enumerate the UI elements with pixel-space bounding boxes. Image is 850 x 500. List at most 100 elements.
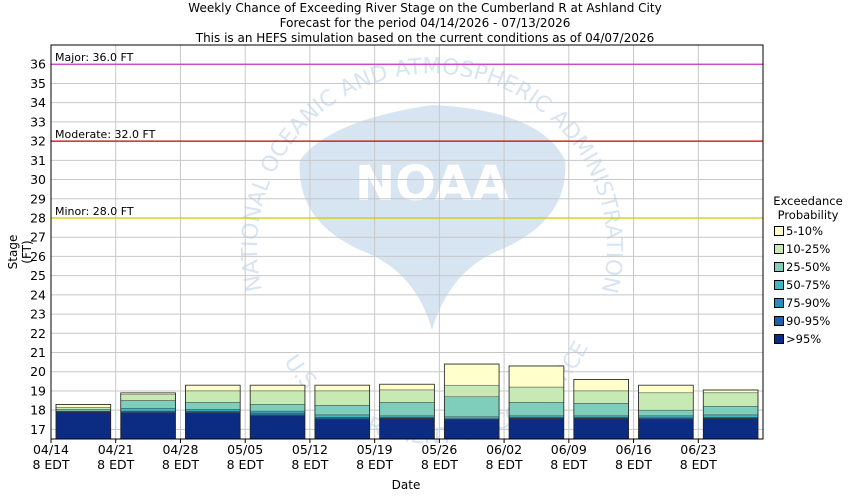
bar-segment [314, 414, 370, 418]
threshold-lines: Major: 36.0 FT Moderate: 32.0 FT Minor: 28… [51, 51, 763, 219]
bar-segment [638, 409, 694, 417]
x-tick-date: 04/21 [98, 442, 134, 457]
legend-label: 5-10% [786, 224, 824, 238]
y-tick-label: 36 [30, 57, 46, 72]
x-tick-time: 8 EDT [227, 457, 264, 472]
bar-segment [249, 412, 306, 416]
legend-swatch [774, 280, 784, 290]
bar-segment [638, 419, 694, 440]
bar-segment [573, 418, 629, 440]
bar-segment [55, 409, 111, 412]
legend-title-line2: Probability [777, 208, 839, 222]
y-tick-label: 32 [30, 134, 46, 149]
y-tick-label: 25 [30, 268, 46, 283]
chart-title: Weekly Chance of Exceeding River Stage o… [188, 1, 662, 15]
y-tick-label: 23 [30, 307, 46, 322]
bar-segment [444, 396, 500, 418]
x-tick-date: 06/23 [680, 442, 716, 457]
bar-segment [444, 384, 500, 397]
legend-label: 10-25% [786, 242, 831, 256]
bar-segment [185, 412, 241, 440]
bar-segment [703, 418, 759, 440]
x-tick-date: 06/02 [486, 442, 522, 457]
legend-label: >95% [786, 332, 822, 346]
bar-segment [508, 365, 565, 388]
legend-title-line1: Exceedance [773, 194, 843, 208]
legend-swatch [774, 298, 784, 308]
bar-segment [120, 412, 176, 440]
y-tick-label: 30 [30, 172, 46, 187]
x-tick-time: 8 EDT [550, 457, 587, 472]
bar-segment [379, 418, 435, 440]
legend-swatch [774, 316, 784, 326]
x-tick-date: 04/14 [33, 442, 69, 457]
legend-item: 75-90% [766, 296, 850, 314]
bar-segment [638, 415, 694, 419]
bar-segment [249, 390, 306, 405]
bar-segment [314, 390, 370, 406]
y-tick-label: 17 [30, 422, 46, 437]
x-tick-time: 8 EDT [421, 457, 458, 472]
legend-label: 25-50% [786, 260, 831, 274]
y-axis-title: Stage (FT) [6, 234, 34, 270]
bar-segment [508, 386, 565, 403]
bar-segment [185, 384, 241, 392]
threshold-label: Minor: 28.0 FT [55, 205, 134, 218]
chart-subtitle-simulation: This is an HEFS simulation based on the … [195, 31, 655, 45]
legend-swatch [774, 262, 784, 272]
y-tick-label: 24 [30, 287, 46, 302]
bar-segment [508, 418, 565, 440]
bar-segment [638, 392, 694, 411]
y-tick-label: 21 [30, 345, 46, 360]
x-tick-date: 06/16 [616, 442, 652, 457]
bar-segment [573, 415, 629, 418]
bar-segment [185, 409, 241, 412]
bar-segment [120, 400, 176, 409]
y-tick-label: 18 [30, 403, 46, 418]
y-tick-label: 20 [30, 364, 46, 379]
bar-segment [444, 363, 500, 386]
x-tick-date: 04/28 [162, 442, 198, 457]
x-tick-date: 06/09 [551, 442, 587, 457]
bar-segment [120, 408, 176, 412]
legend-label: 75-90% [786, 296, 831, 310]
noaa-logo-text: NOAA [355, 156, 509, 212]
bar-segment [314, 419, 370, 440]
bar-segment [573, 403, 629, 417]
y-tick-label: 33 [30, 114, 46, 129]
bar-segment [703, 406, 759, 416]
x-tick-time: 8 EDT [291, 457, 328, 472]
legend-label: 50-75% [786, 278, 831, 292]
legend-swatch [774, 334, 784, 344]
x-tick-time: 8 EDT [97, 457, 134, 472]
bar-segment [249, 415, 306, 440]
bar-segment [55, 407, 111, 410]
plot-frame [50, 44, 764, 440]
legend-item: 90-95% [766, 314, 850, 332]
bar-segment [55, 412, 111, 440]
x-tick-date: 05/12 [292, 442, 328, 457]
bar-segment [120, 394, 176, 401]
y-tick-label: 19 [30, 383, 46, 398]
y-tick-label: 22 [30, 326, 46, 341]
y-tick-label: 29 [30, 191, 46, 206]
bar-segment [638, 384, 694, 394]
y-tick-label: 28 [30, 210, 46, 225]
bar-segment [379, 384, 435, 391]
bar-segment [573, 379, 629, 392]
chart-subtitle-period: Forecast for the period 04/14/2026 - 07/… [279, 16, 571, 30]
x-tick-time: 8 EDT [486, 457, 523, 472]
x-tick-date: 05/26 [421, 442, 457, 457]
exceedance-bars [55, 363, 759, 440]
bar-segment [314, 384, 370, 392]
axes: 17 18 19 20 21 22 23 24 25 26 27 28 29 30 31 32 33 34 35 36… [30, 44, 764, 472]
bar-segment [249, 384, 306, 392]
legend-item: 25-50% [766, 260, 850, 278]
x-tick-time: 8 EDT [162, 457, 199, 472]
x-axis-title: Date [391, 478, 421, 492]
bar-segment [314, 405, 370, 416]
legend-item: >95% [766, 332, 850, 350]
y-tick-label: 31 [30, 153, 46, 168]
legend-swatch [774, 226, 784, 236]
